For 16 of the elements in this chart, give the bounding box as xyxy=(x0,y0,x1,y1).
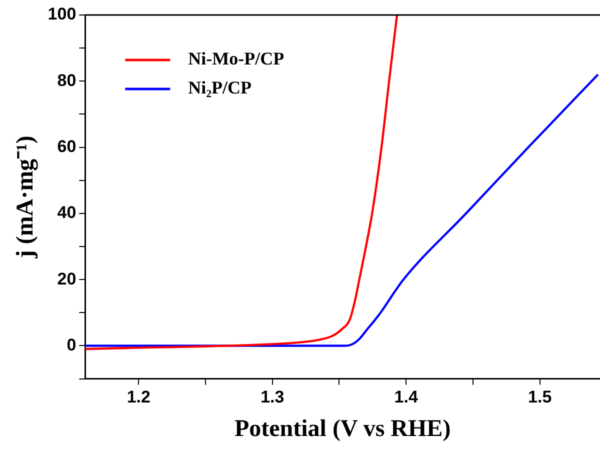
y-tick-label: 60 xyxy=(57,136,76,156)
y-axis-title: j (mA·mg⁻¹) xyxy=(12,136,39,260)
x-tick-label: 1.4 xyxy=(394,388,418,407)
y-tick-label: 0 xyxy=(66,335,76,354)
y-tick-label: 100 xyxy=(48,4,76,24)
x-tick-label: 1.3 xyxy=(260,388,284,407)
y-tick-label: 20 xyxy=(57,269,76,288)
x-axis-title: Potential (V vs RHE) xyxy=(234,416,451,442)
y-tick-label: 80 xyxy=(57,70,76,90)
legend-label: Ni-Mo-P/CP xyxy=(188,48,284,69)
x-tick-label: 1.2 xyxy=(126,388,150,407)
y-tick-label: 40 xyxy=(57,203,76,222)
x-tick-label: 1.5 xyxy=(528,388,552,407)
line-series xyxy=(85,73,600,347)
line-series xyxy=(85,15,398,350)
legend-label: Ni₂P/CP xyxy=(188,78,252,98)
